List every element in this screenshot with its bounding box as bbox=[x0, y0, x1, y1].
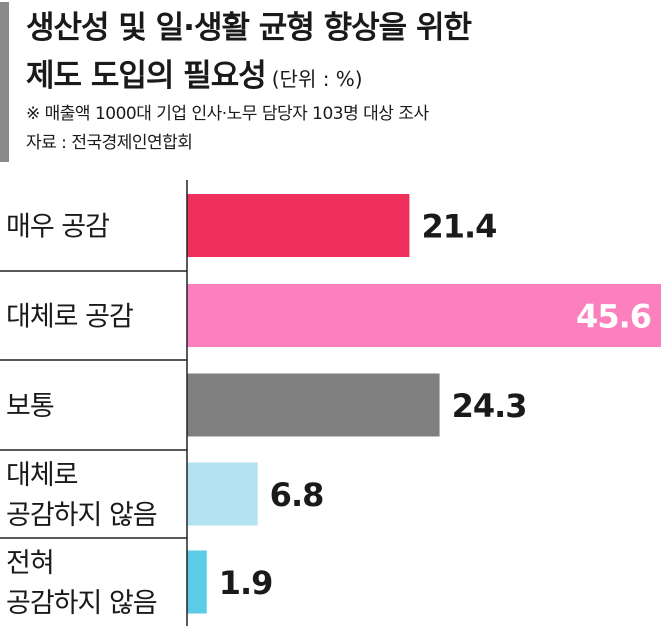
source-note: 자료 : 전국경제인연합회 bbox=[26, 133, 193, 153]
value-label: 1.9 bbox=[219, 564, 273, 602]
category-label: 공감하지 않음 bbox=[6, 500, 157, 531]
category-label: 전혀 bbox=[6, 548, 54, 579]
bar bbox=[187, 373, 440, 437]
unit-label: (단위 : %) bbox=[271, 67, 363, 91]
chart-title-line-1: 생산성 및 일·생활 균형 향상을 위한 bbox=[26, 10, 472, 46]
bar bbox=[187, 194, 410, 257]
category-label: 매우 공감 bbox=[6, 212, 109, 243]
bar bbox=[187, 462, 258, 526]
value-label: 45.6 bbox=[576, 298, 651, 336]
chart-title-text: 제도 도입의 필요성 bbox=[26, 58, 267, 94]
bar bbox=[187, 284, 661, 347]
value-label: 24.3 bbox=[452, 387, 527, 425]
category-label: 대체로 공감 bbox=[6, 302, 133, 333]
category-label: 보통 bbox=[6, 391, 54, 422]
category-label: 대체로 bbox=[6, 460, 78, 491]
header-accent-bar bbox=[0, 2, 9, 162]
chart-title-line-2: 제도 도입의 필요성 (단위 : %) bbox=[26, 50, 363, 95]
chart-header: 생산성 및 일·생활 균형 향상을 위한 제도 도입의 필요성 (단위 : %) … bbox=[0, 0, 661, 170]
value-label: 6.8 bbox=[270, 476, 324, 514]
category-label: 공감하지 않음 bbox=[6, 588, 157, 619]
bar bbox=[187, 550, 207, 614]
value-label: 21.4 bbox=[421, 208, 496, 246]
survey-note: ※ 매출액 1000대 기업 인사·노무 담당자 103명 대상 조사 bbox=[26, 104, 429, 124]
